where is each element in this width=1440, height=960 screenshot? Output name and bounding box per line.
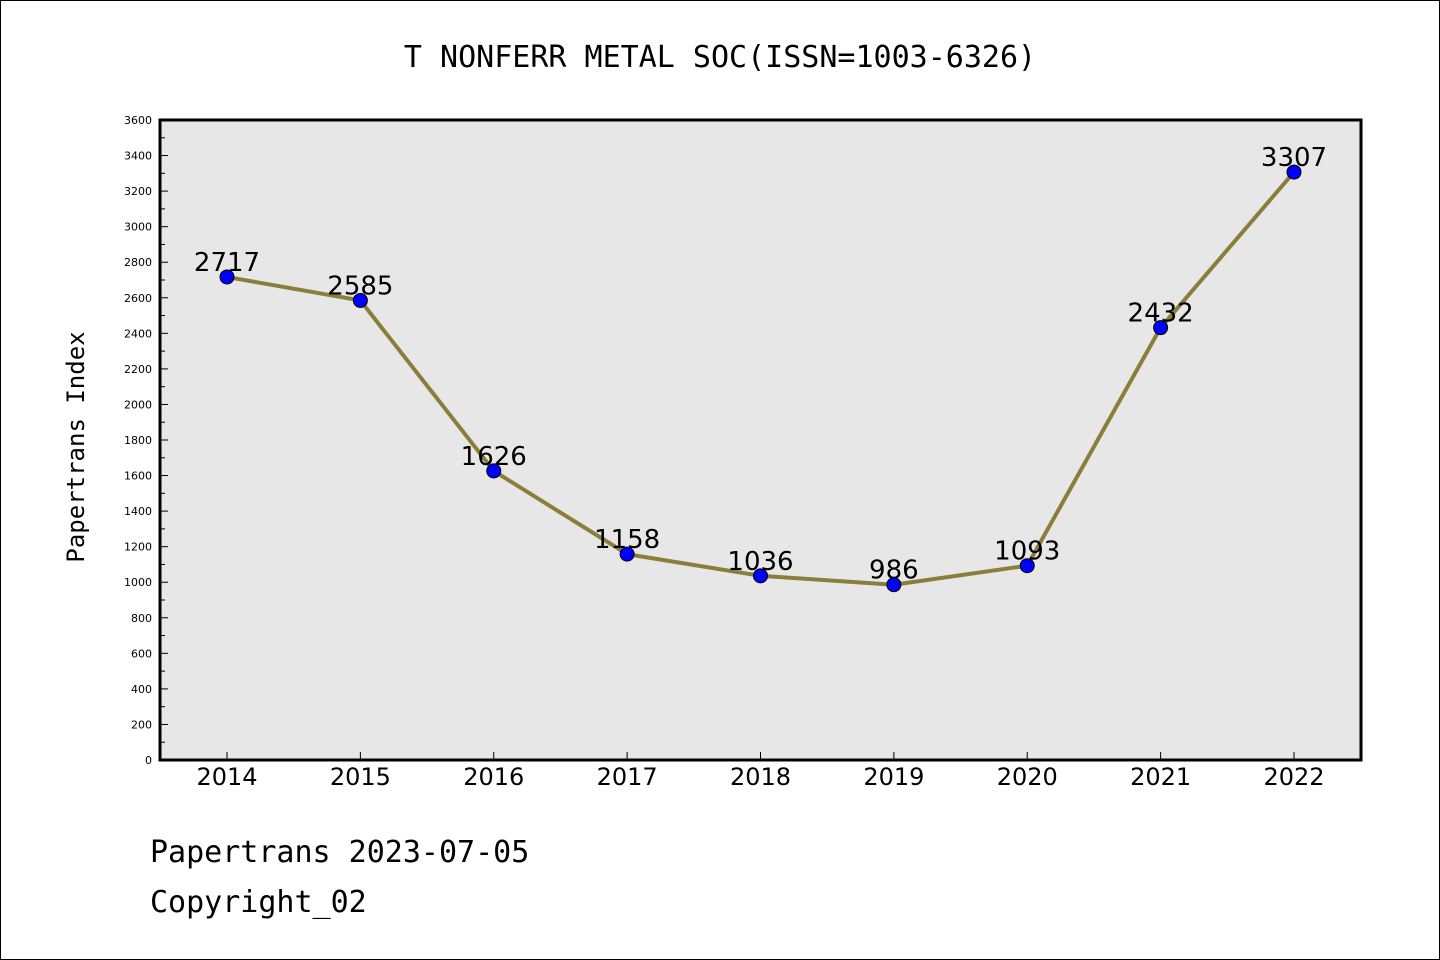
y-tick-label: 0 bbox=[145, 754, 152, 767]
x-tick-label: 2016 bbox=[463, 763, 524, 791]
y-tick-label: 1200 bbox=[124, 541, 152, 554]
data-point bbox=[1019, 558, 1035, 574]
y-tick-label: 800 bbox=[131, 612, 152, 625]
y-tick-label: 2800 bbox=[124, 256, 152, 269]
data-label: 2432 bbox=[1128, 299, 1194, 329]
data-label: 1093 bbox=[994, 537, 1060, 567]
data-point bbox=[753, 568, 768, 584]
data-point bbox=[219, 269, 235, 285]
y-axis-ticks: 0 200 400 600 800 1000 1200 1400 1600 1800 2000 220… bbox=[124, 114, 168, 767]
footer-copyright: Copyright_02 bbox=[150, 885, 367, 920]
chart-title: T NONFERR METAL SOC(ISSN=1003-6326) bbox=[404, 40, 1036, 75]
x-tick-label: 2021 bbox=[1130, 763, 1191, 791]
x-axis-ticks: 2014 2015 2016 2017 2018 2019 2020 2021 2022 bbox=[196, 752, 1325, 791]
data-label: 1158 bbox=[594, 525, 660, 555]
data-label: 2585 bbox=[327, 271, 393, 301]
data-point bbox=[486, 463, 502, 479]
data-label: 1626 bbox=[461, 442, 527, 472]
y-tick-label: 3200 bbox=[124, 185, 152, 198]
data-label: 3307 bbox=[1261, 143, 1327, 173]
y-tick-label: 2000 bbox=[124, 398, 152, 411]
y-tick-label: 400 bbox=[131, 683, 152, 696]
x-tick-label: 2014 bbox=[196, 763, 257, 791]
x-tick-label: 2019 bbox=[863, 763, 924, 791]
y-tick-label: 2200 bbox=[124, 363, 152, 376]
x-tick-label: 2018 bbox=[730, 763, 791, 791]
data-point bbox=[886, 577, 902, 593]
data-label: 986 bbox=[869, 556, 919, 586]
y-tick-label: 1600 bbox=[124, 470, 152, 483]
plot-area bbox=[158, 118, 1363, 762]
data-point bbox=[1153, 320, 1169, 336]
y-tick-label: 3600 bbox=[124, 114, 152, 127]
data-label: 2717 bbox=[194, 248, 260, 278]
x-tick-label: 2017 bbox=[597, 763, 658, 791]
data-point bbox=[352, 292, 368, 308]
y-tick-label: 1400 bbox=[124, 505, 152, 518]
data-point bbox=[619, 546, 635, 562]
data-point bbox=[1286, 164, 1302, 180]
y-axis-label: Papertrans Index bbox=[62, 331, 90, 562]
x-tick-label: 2022 bbox=[1263, 763, 1324, 791]
y-tick-label: 2400 bbox=[124, 327, 152, 340]
y-tick-label: 3400 bbox=[124, 150, 152, 163]
x-tick-label: 2020 bbox=[997, 763, 1058, 791]
y-tick-label: 2600 bbox=[124, 292, 152, 305]
data-label: 1036 bbox=[727, 547, 793, 577]
footer-date: Papertrans 2023-07-05 bbox=[150, 835, 530, 870]
y-tick-label: 1000 bbox=[124, 576, 152, 589]
y-tick-label: 3000 bbox=[124, 221, 152, 234]
x-tick-label: 2015 bbox=[330, 763, 391, 791]
series-layer: 2717 2585 1626 1158 1036 986 1093 2432 3307 bbox=[194, 143, 1327, 593]
y-tick-label: 600 bbox=[131, 647, 152, 660]
y-tick-label: 1800 bbox=[124, 434, 152, 447]
y-tick-label: 200 bbox=[131, 718, 152, 731]
